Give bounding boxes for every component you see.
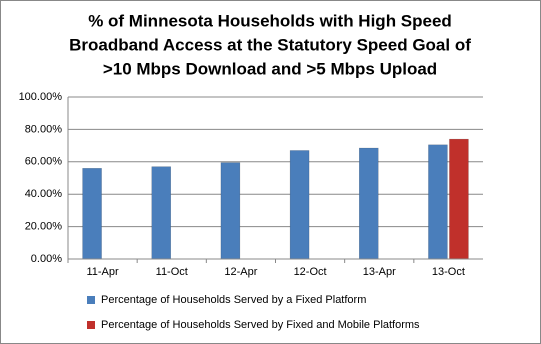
legend-label: Percentage of Households Served by Fixed…: [101, 319, 420, 331]
x-tick-label: 12-Apr: [224, 266, 257, 278]
y-tick-label: 60.00%: [25, 156, 63, 168]
bar: [289, 150, 310, 260]
x-tick-label: 11-Oct: [156, 266, 188, 278]
y-tick-label: 0.00%: [31, 253, 62, 265]
x-tick-label: 13-Apr: [363, 266, 396, 278]
chart-title: % of Minnesota Households with High Spee…: [88, 11, 452, 30]
chart-title: Broadband Access at the Statutory Speed …: [69, 35, 471, 54]
y-tick-label: 20.00%: [25, 221, 63, 233]
y-tick-label: 100.00%: [19, 91, 63, 103]
bar: [359, 147, 379, 260]
x-tick-label: 13-Oct: [432, 266, 465, 278]
bar: [220, 162, 241, 260]
x-tick-label: 12-Oct: [294, 266, 327, 278]
bar: [82, 168, 102, 260]
legend-label: Percentage of Households Served by a Fix…: [101, 294, 366, 306]
chart-title: >10 Mbps Download and >5 Mbps Upload: [103, 59, 437, 78]
y-tick-label: 40.00%: [25, 188, 63, 200]
legend-swatch: [87, 321, 95, 329]
y-tick-label: 80.00%: [25, 123, 63, 135]
legend-swatch: [87, 296, 95, 304]
bar: [449, 138, 469, 260]
bar: [151, 166, 171, 260]
bar: [428, 144, 448, 260]
x-tick-label: 11-Apr: [86, 266, 119, 278]
